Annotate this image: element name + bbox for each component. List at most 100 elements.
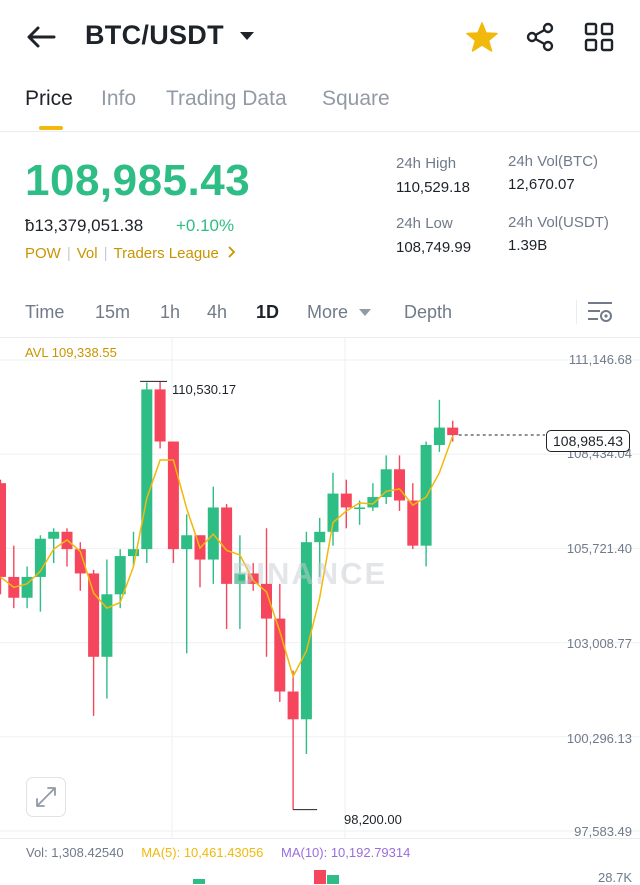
low-callout: 98,200.00 xyxy=(344,812,402,827)
ma-line xyxy=(0,435,454,679)
back-button[interactable] xyxy=(24,22,58,52)
tag-vol[interactable]: Vol xyxy=(76,245,98,262)
candle-body xyxy=(74,549,86,574)
tab-square[interactable]: Square xyxy=(322,87,390,110)
volume-axis-label: 28.7K xyxy=(598,870,632,885)
grid-icon xyxy=(584,22,614,52)
candle-body xyxy=(340,493,352,508)
tag-separator: | xyxy=(103,245,108,262)
vol-btc-value: 12,670.07 xyxy=(508,176,575,193)
volume-bar xyxy=(193,879,205,884)
candle-body xyxy=(354,507,366,509)
interval-15m[interactable]: 15m xyxy=(95,302,131,322)
low-label: 24h Low xyxy=(396,215,453,232)
candle-body xyxy=(154,389,166,442)
expand-chart-button[interactable] xyxy=(26,777,66,817)
tag-pow[interactable]: POW xyxy=(25,245,61,262)
tab-info[interactable]: Info xyxy=(101,87,137,110)
avl-label: AVL 109,338.55 xyxy=(25,345,117,360)
interval-1h[interactable]: 1h xyxy=(160,302,181,322)
candle-body xyxy=(21,576,33,598)
fiat-price: ƀ13,379,051.38 xyxy=(25,216,144,235)
candle-body xyxy=(261,583,272,619)
tab-trading-data[interactable]: Trading Data xyxy=(166,87,287,110)
tag-row: POW | Vol | Traders League xyxy=(25,245,237,262)
interval-time[interactable]: Time xyxy=(25,302,65,322)
price-change: +0.10% xyxy=(176,216,235,235)
low-value: 108,749.99 xyxy=(396,239,472,256)
candle-body xyxy=(181,535,193,550)
expand-icon xyxy=(36,787,56,807)
candle-body xyxy=(327,493,339,532)
tabs-divider xyxy=(0,131,640,132)
chart-settings-icon xyxy=(588,302,612,322)
candle-body xyxy=(234,573,246,584)
volume-divider xyxy=(0,838,640,839)
candle-body xyxy=(114,556,126,595)
candle-body xyxy=(167,441,179,550)
y-tick: 105,721.40 xyxy=(566,541,632,556)
pair-title[interactable]: BTC/USDT xyxy=(85,20,224,50)
grid-menu-button[interactable] xyxy=(584,22,614,57)
candle-body xyxy=(0,483,6,577)
chart-divider xyxy=(0,337,640,338)
interval-1d[interactable]: 1D xyxy=(256,302,280,322)
vol-text: Vol: 1,308.42540 xyxy=(26,845,124,860)
tab-active-indicator xyxy=(39,126,63,130)
candle-body xyxy=(300,542,312,720)
candle-body xyxy=(420,444,432,546)
candle-body xyxy=(128,549,139,557)
vol-usdt-label: 24h Vol(USDT) xyxy=(508,214,609,231)
candle-body xyxy=(221,507,233,584)
candlestick-chart[interactable] xyxy=(0,338,640,884)
share-icon xyxy=(526,22,554,52)
binance-watermark: BINANCE xyxy=(232,556,388,591)
volume-bar xyxy=(314,870,326,884)
candle-body xyxy=(48,531,60,539)
arrow-left-icon xyxy=(27,26,56,48)
favorite-button[interactable] xyxy=(466,22,498,57)
y-tick: 111,146.68 xyxy=(568,352,632,367)
ma10-text: MA(10): 10,192.79314 xyxy=(280,845,411,860)
tag-traders-league[interactable]: Traders League xyxy=(113,245,219,262)
candle-body xyxy=(141,389,153,550)
vol-usdt-value: 1.39B xyxy=(508,237,548,254)
volume-bar xyxy=(327,875,339,884)
candle-body xyxy=(367,497,379,508)
chevron-down-icon[interactable] xyxy=(240,32,254,40)
candle-body xyxy=(274,618,286,692)
tab-price[interactable]: Price xyxy=(25,87,73,110)
candle-body xyxy=(287,691,299,720)
last-price: 108,985.43 xyxy=(25,156,251,205)
high-callout: 110,530.17 xyxy=(172,382,237,397)
interval-more[interactable]: More xyxy=(307,302,349,322)
candle-body xyxy=(394,469,405,501)
tag-separator: | xyxy=(66,245,71,262)
share-button[interactable] xyxy=(525,22,555,57)
star-icon xyxy=(466,22,498,52)
candle-body xyxy=(314,531,326,543)
ma5-text: MA(5): 10,461.43056 xyxy=(141,845,264,860)
candle-body xyxy=(88,573,100,657)
chart-settings-button[interactable] xyxy=(586,299,614,330)
interval-divider xyxy=(576,300,577,324)
current-price-tag: 108,985.43 xyxy=(546,430,631,452)
high-label: 24h High xyxy=(396,155,457,172)
candle-body xyxy=(407,500,419,546)
vol-btc-label: 24h Vol(BTC) xyxy=(508,153,599,170)
high-value: 110,529.18 xyxy=(396,179,470,196)
interval-depth[interactable]: Depth xyxy=(404,302,453,322)
interval-4h[interactable]: 4h xyxy=(207,302,228,322)
candle-body xyxy=(34,538,46,577)
y-tick: 100,296.13 xyxy=(566,731,632,746)
candle-body xyxy=(247,573,259,584)
chevron-right-icon[interactable] xyxy=(227,246,237,258)
volume-legend: Vol: 1,308.42540 MA(5): 10,461.43056 MA(… xyxy=(26,845,410,860)
candle-body xyxy=(380,469,392,498)
y-tick: 103,008.77 xyxy=(566,636,632,651)
y-tick: 97,583.49 xyxy=(574,824,632,839)
chevron-down-icon[interactable] xyxy=(359,309,371,316)
candle-body xyxy=(433,427,445,445)
candle-body xyxy=(447,427,459,436)
candle-body xyxy=(101,594,113,657)
